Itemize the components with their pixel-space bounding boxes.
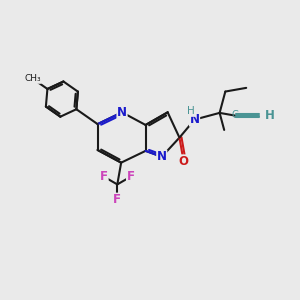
Text: CH₃: CH₃	[25, 74, 41, 83]
Text: N: N	[117, 106, 127, 119]
Text: F: F	[100, 170, 108, 183]
Text: F: F	[113, 193, 121, 206]
Text: H: H	[265, 109, 275, 122]
Text: C: C	[232, 110, 238, 120]
Text: F: F	[127, 170, 135, 183]
Text: N: N	[157, 150, 167, 163]
Text: O: O	[178, 155, 188, 168]
Text: H: H	[187, 106, 195, 116]
Text: N: N	[190, 113, 200, 126]
